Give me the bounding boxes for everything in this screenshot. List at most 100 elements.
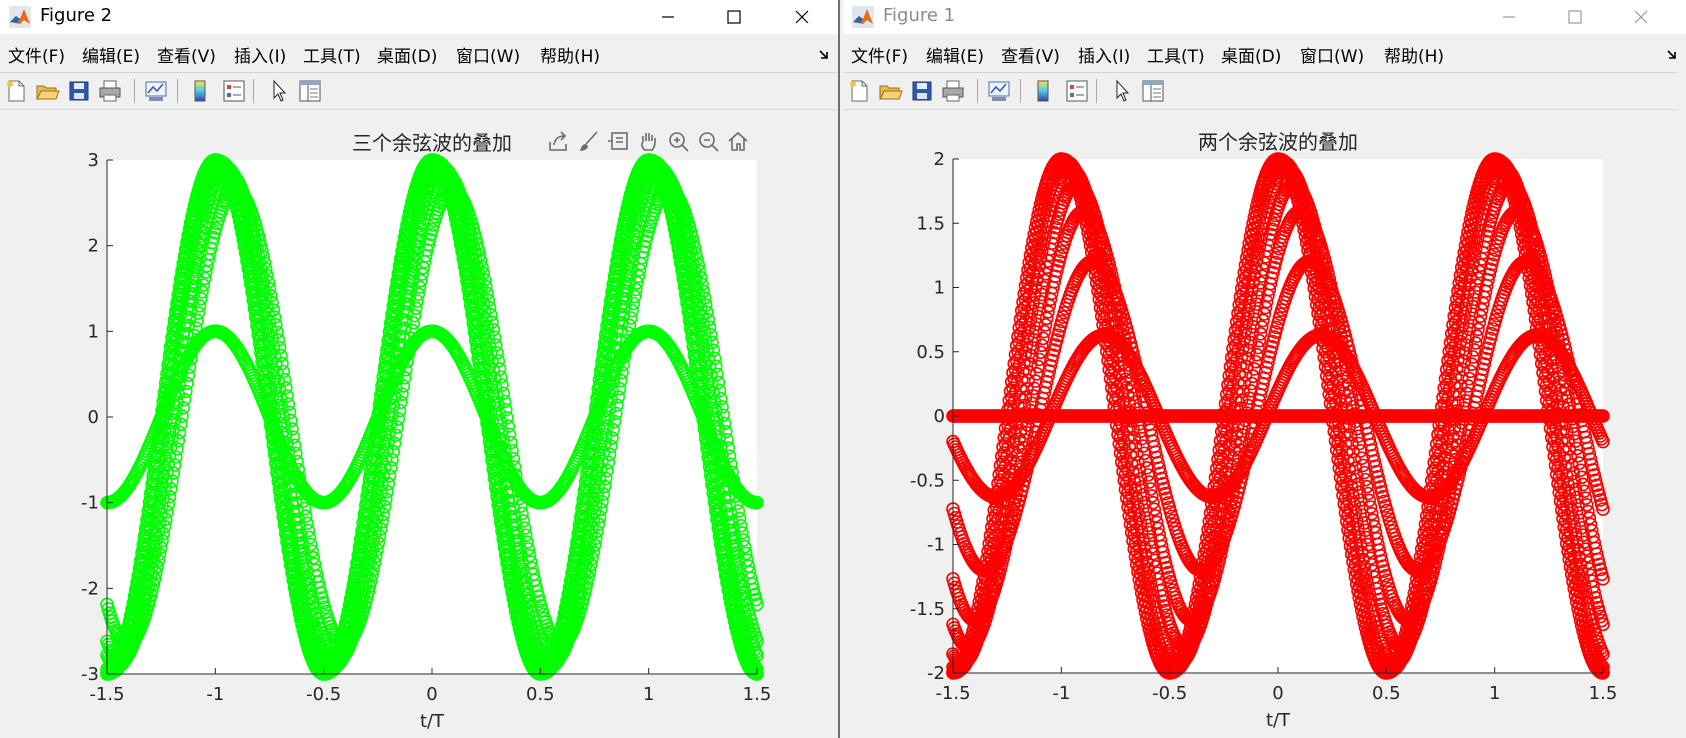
title-bar[interactable]: Figure 2: [0, 0, 838, 34]
y-tick-label: 1: [88, 321, 99, 342]
menu-insert[interactable]: 插入(I): [234, 47, 287, 67]
menu-file[interactable]: 文件(F): [851, 47, 909, 67]
menu-desktop[interactable]: 桌面(D): [1221, 47, 1282, 67]
data-point: [205, 236, 219, 250]
data-point: [386, 444, 401, 459]
x-tick-label: -1.5: [89, 684, 124, 705]
menu-insert[interactable]: 插入(I): [1078, 47, 1131, 67]
data-point: [203, 241, 218, 256]
data-point: [750, 495, 764, 510]
pan-icon[interactable]: [641, 133, 656, 151]
menu-edit[interactable]: 编辑(E): [926, 47, 985, 67]
plot-title: 三个余弦波的叠加: [352, 131, 512, 155]
menu-help[interactable]: 帮助(H): [1384, 47, 1445, 67]
open-file-icon[interactable]: [34, 78, 60, 104]
datatip-icon[interactable]: [608, 132, 628, 150]
legend-icon[interactable]: [221, 78, 247, 104]
new-figure-icon[interactable]: [3, 78, 29, 104]
toolbar-separator: [1020, 79, 1021, 103]
print-icon[interactable]: [97, 78, 123, 104]
export-icon[interactable]: [549, 131, 567, 151]
menu-view[interactable]: 查看(V): [1001, 47, 1060, 67]
close-icon: [795, 10, 809, 24]
menu-bar: 文件(F) 编辑(E) 查看(V) 插入(I) 工具(T) 桌面(D) 窗口(W…: [0, 34, 838, 73]
toolbar-separator: [253, 79, 254, 103]
data-point: [733, 518, 748, 533]
y-tick-label: 2: [88, 236, 99, 257]
menu-edit[interactable]: 编辑(E): [82, 47, 141, 67]
maximize-icon: [1568, 10, 1582, 24]
save-icon[interactable]: [66, 78, 92, 104]
maximize-button[interactable]: [1545, 0, 1605, 34]
y-tick-label: 3: [88, 150, 99, 171]
save-icon[interactable]: [909, 78, 935, 104]
data-point: [192, 299, 207, 313]
minimize-button[interactable]: [1479, 0, 1539, 34]
toolbar-separator: [977, 79, 978, 103]
y-tick-label: 0: [88, 407, 99, 428]
property-inspector-icon[interactable]: [297, 78, 323, 104]
zoom-in-icon[interactable]: [669, 132, 689, 152]
close-icon: [1634, 10, 1648, 24]
matlab-logo-icon: [9, 6, 31, 28]
zoom-out-icon[interactable]: [699, 132, 719, 152]
data-point: [517, 521, 532, 535]
select-arrow-icon[interactable]: [1109, 78, 1135, 104]
dock-arrow-icon[interactable]: [818, 47, 832, 61]
colorbar-icon[interactable]: [187, 78, 213, 104]
figure-canvas: -1.5 -1 -0.5 0 0.5 1 1.5 -3 -2 -1 0 1 2 3 t/T 三个余弦波的叠加: [0, 110, 838, 738]
menu-file[interactable]: 文件(F): [8, 47, 66, 67]
menu-view[interactable]: 查看(V): [157, 47, 216, 67]
data-point: [516, 514, 531, 528]
data-point: [313, 586, 328, 600]
data-point: [746, 582, 761, 597]
select-arrow-icon[interactable]: [266, 78, 292, 104]
x-tick-label: 1: [643, 684, 654, 705]
menu-tools[interactable]: 工具(T): [303, 47, 361, 67]
close-button[interactable]: [1611, 0, 1671, 34]
dock-arrow-icon[interactable]: [1666, 47, 1680, 61]
property-inspector-icon[interactable]: [1140, 78, 1166, 104]
toolbar-separator: [1096, 79, 1097, 103]
data-point: [626, 296, 641, 311]
open-file-icon[interactable]: [877, 78, 903, 104]
data-point: [530, 584, 544, 598]
menu-desktop[interactable]: 桌面(D): [377, 47, 438, 67]
new-figure-icon[interactable]: [846, 78, 872, 104]
y-tick-label: -2: [81, 578, 99, 599]
link-plot-icon[interactable]: [986, 78, 1012, 104]
y-tick-label: -3: [81, 664, 99, 685]
figure-canvas: -1.5 -1 -0.5 0 0.5 1 1.5 -2 -1.5 -1 -0.5 0 0.5 1 1.5 2 t…: [843, 110, 1686, 738]
colorbar-icon[interactable]: [1030, 78, 1056, 104]
home-icon[interactable]: [728, 131, 748, 151]
data-point: [421, 237, 436, 252]
data-point: [638, 234, 653, 248]
close-button[interactable]: [772, 0, 832, 34]
maximize-button[interactable]: [704, 0, 764, 34]
data-point: [735, 526, 749, 540]
print-icon[interactable]: [940, 78, 966, 104]
data-point: [422, 232, 437, 247]
x-tick-label: -1: [206, 684, 224, 705]
figure-toolbar: [0, 73, 838, 110]
window-title: Figure 1: [883, 5, 956, 26]
figure-toolbar: [843, 73, 1686, 110]
x-tick-label: 0.5: [526, 684, 555, 705]
y-tick-label: -1: [81, 493, 99, 514]
brush-icon[interactable]: [580, 131, 598, 151]
data-point: [312, 580, 327, 595]
link-plot-icon[interactable]: [143, 78, 169, 104]
data-point: [191, 306, 206, 320]
minimize-button[interactable]: [638, 0, 698, 34]
menu-window[interactable]: 窗口(W): [456, 47, 521, 67]
title-bar[interactable]: Figure 1: [843, 0, 1686, 34]
menu-help[interactable]: 帮助(H): [540, 47, 601, 67]
data-point: [301, 523, 316, 538]
minimize-icon: [1503, 16, 1515, 18]
menu-window[interactable]: 窗口(W): [1300, 47, 1365, 67]
legend-icon[interactable]: [1064, 78, 1090, 104]
data-point: [158, 512, 173, 527]
cosine-sum-plot-2[interactable]: -1.5 -1 -0.5 0 0.5 1 1.5-2-1.5-1-0.500.511.52t…: [843, 110, 1686, 738]
menu-tools[interactable]: 工具(T): [1147, 47, 1205, 67]
